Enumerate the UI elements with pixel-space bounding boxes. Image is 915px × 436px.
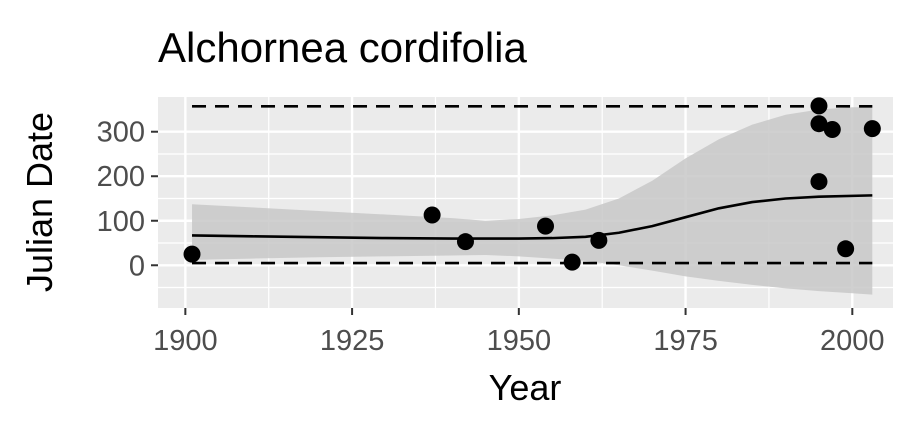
x-tick-label: 1975 bbox=[653, 325, 718, 357]
data-point bbox=[823, 120, 841, 138]
data-point bbox=[456, 233, 474, 251]
confidence-band-area bbox=[192, 107, 873, 295]
axes: 1900 1925 1950 1975 2000 0 100 200 300 bbox=[97, 117, 885, 357]
data-point bbox=[810, 115, 828, 133]
data-point bbox=[810, 173, 828, 191]
x-tick-label: 1900 bbox=[153, 325, 218, 357]
x-axis-title: Year bbox=[489, 367, 562, 408]
data-point bbox=[183, 245, 201, 263]
y-tick-label: 100 bbox=[97, 206, 145, 238]
data-point bbox=[423, 206, 441, 224]
y-tick-label: 0 bbox=[129, 250, 145, 282]
chart-title: Alchornea cordifolia bbox=[158, 24, 528, 71]
x-tick-label: 1950 bbox=[487, 325, 552, 357]
data-points bbox=[183, 97, 881, 271]
data-point bbox=[537, 217, 555, 235]
x-tick-label: 1925 bbox=[320, 325, 385, 357]
y-tick-label: 200 bbox=[97, 161, 145, 193]
y-tick-label: 300 bbox=[97, 117, 145, 149]
data-point bbox=[863, 120, 881, 138]
data-point bbox=[810, 97, 828, 115]
confidence-band bbox=[192, 107, 873, 295]
y-axis-title: Julian Date bbox=[19, 112, 60, 292]
x-tick-label: 2000 bbox=[820, 325, 885, 357]
data-point bbox=[590, 231, 608, 249]
data-point bbox=[563, 253, 581, 271]
data-point bbox=[837, 240, 855, 258]
